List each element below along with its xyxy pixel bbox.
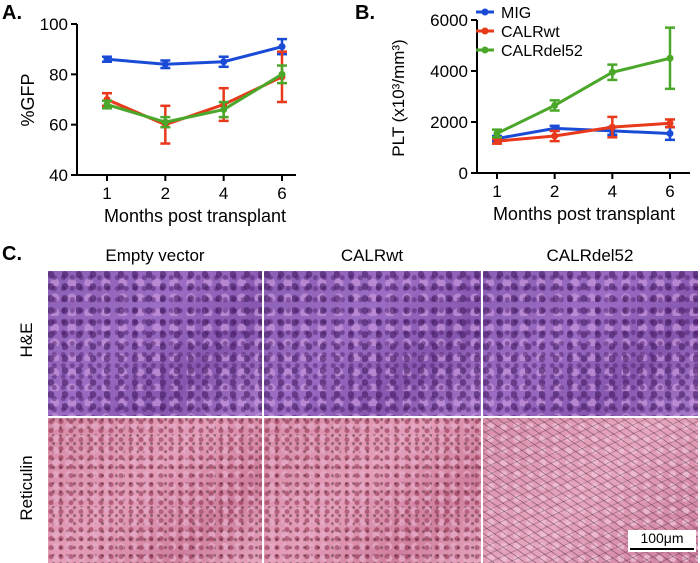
column-label-calrdel52: CALRdel52: [546, 246, 634, 265]
chartA-point-calrdel52: [220, 106, 228, 114]
row-label-he: H&E: [17, 322, 36, 358]
legend-marker-calrdel52: [481, 46, 489, 54]
micrograph-he-empty-vector: [48, 271, 262, 416]
micrograph-reticulin-calrwt: [264, 418, 481, 563]
chartA-xtick-label: 6: [277, 184, 286, 203]
legend-marker-mig: [481, 8, 489, 16]
micrograph-he-calrwt: [264, 271, 481, 416]
chartB-point-calrdel52: [608, 68, 616, 76]
chartB-xtick-label: 6: [665, 182, 674, 201]
legend-label-mig: MIG: [501, 5, 531, 22]
chartB-xtick-label: 4: [608, 182, 617, 201]
legend-label-calrdel52: CALRdel52: [501, 43, 583, 60]
chartA-xtick-label: 1: [102, 184, 111, 203]
chartB-ytick-label: 0: [459, 164, 468, 183]
panel-label-c: C.: [2, 243, 22, 265]
chartA-xtick-label: 4: [219, 184, 228, 203]
chartA-ytick-label: 40: [49, 166, 68, 185]
chartA-point-mig: [103, 55, 111, 63]
scale-bar: 100μm: [628, 530, 696, 552]
chartB-xtick-label: 1: [492, 182, 501, 201]
chartA-point-mig: [161, 60, 169, 68]
panel-label-a: A.: [2, 2, 22, 24]
chart-a-gfp: 40 60 80 100 1 2 4 6 %GFP Months post transpla…: [18, 15, 296, 226]
chartB-point-calrwt: [493, 137, 501, 145]
chartA-point-calrdel52: [161, 118, 169, 126]
chartB-series-line-calrdel52: [496, 56, 671, 135]
chart-b-plt: 0 2000 4000 6000 1 2 4 6 PLT (x10³/mm³) Months…: [389, 5, 690, 224]
chart-b-ylabel: PLT (x10³/mm³): [389, 39, 408, 156]
chartA-ytick-label: 60: [49, 116, 68, 135]
chartA-xtick-label: 2: [161, 184, 170, 203]
scale-bar-line: [630, 548, 694, 550]
chartA-series-line-calrwt: [106, 75, 283, 127]
chartA-point-calrdel52: [103, 101, 111, 109]
chartB-xtick-label: 2: [550, 182, 559, 201]
chartA-point-mig: [278, 43, 286, 51]
chartB-series-line-calrwt: [496, 121, 671, 143]
row-label-reticulin: Reticulin: [17, 455, 36, 521]
chartB-point-mig: [666, 129, 674, 137]
chartB-ytick-label: 6000: [430, 11, 468, 30]
panel-label-b: B.: [355, 2, 375, 24]
chartB-ytick-label: 2000: [430, 113, 468, 132]
chartB-point-calrdel52: [493, 129, 501, 137]
column-label-empty-vector: Empty vector: [105, 246, 205, 265]
chartA-point-calrdel52: [278, 70, 286, 78]
scale-bar-label: 100μm: [640, 530, 684, 546]
chartA-series-line-mig: [106, 45, 283, 66]
chartB-point-calrwt: [551, 132, 559, 140]
column-label-calrwt: CALRwt: [340, 246, 404, 265]
legend-label-calrwt: CALRwt: [501, 24, 560, 41]
chartB-ytick-label: 4000: [430, 62, 468, 81]
chartA-point-mig: [220, 58, 228, 66]
chartA-ytick-label: 100: [40, 15, 68, 34]
chartA-series-line-calrdel52: [106, 73, 283, 124]
micrograph-he-calrdel52: [483, 271, 698, 416]
legend-marker-calrwt: [481, 27, 489, 35]
chartB-point-calrwt: [666, 119, 674, 127]
chart-a-ylabel: %GFP: [18, 73, 38, 126]
chart-b-legend: MIG CALRwt CALRdel52: [476, 5, 583, 60]
chart-a-xlabel: Months post transplant: [104, 206, 286, 226]
chartB-point-calrdel52: [666, 54, 674, 62]
chartB-point-calrdel52: [551, 101, 559, 109]
chartB-series-line-mig: [496, 126, 671, 141]
micrograph-reticulin-empty-vector: [48, 418, 262, 563]
chartB-point-calrwt: [608, 123, 616, 131]
chartA-ytick-label: 80: [49, 65, 68, 84]
chart-b-xlabel: Months post transplant: [493, 204, 675, 224]
